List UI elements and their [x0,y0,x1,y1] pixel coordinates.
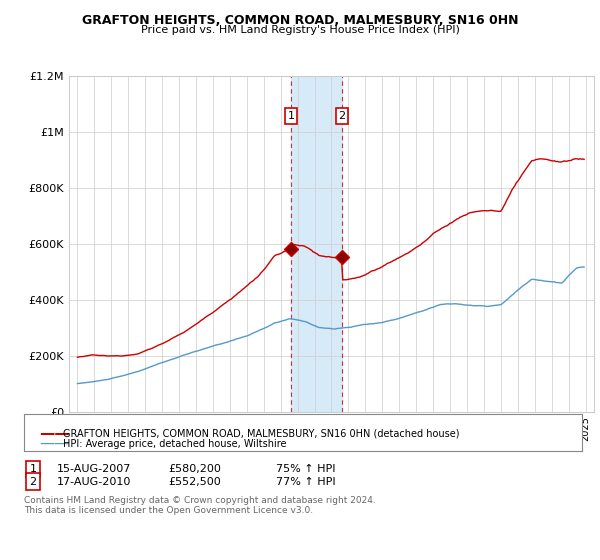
Text: 77% ↑ HPI: 77% ↑ HPI [276,477,335,487]
Text: Price paid vs. HM Land Registry's House Price Index (HPI): Price paid vs. HM Land Registry's House … [140,25,460,35]
Text: HPI: Average price, detached house, Wiltshire: HPI: Average price, detached house, Wilt… [63,438,287,449]
Text: 17-AUG-2010: 17-AUG-2010 [57,477,131,487]
Text: GRAFTON HEIGHTS, COMMON ROAD, MALMESBURY, SN16 0HN (detached house): GRAFTON HEIGHTS, COMMON ROAD, MALMESBURY… [63,428,460,438]
Text: 75% ↑ HPI: 75% ↑ HPI [276,464,335,474]
Text: £552,500: £552,500 [168,477,221,487]
Text: 1: 1 [29,464,37,474]
Text: ——: —— [39,426,70,441]
Text: 2: 2 [29,477,37,487]
Text: 1: 1 [287,111,295,121]
Text: Contains HM Land Registry data © Crown copyright and database right 2024.
This d: Contains HM Land Registry data © Crown c… [24,496,376,515]
Text: £580,200: £580,200 [168,464,221,474]
Text: 2: 2 [338,111,346,121]
Text: ——: —— [39,436,70,451]
Bar [291,76,342,412]
Text: GRAFTON HEIGHTS, COMMON ROAD, MALMESBURY, SN16 0HN: GRAFTON HEIGHTS, COMMON ROAD, MALMESBURY… [82,14,518,27]
Text: 15-AUG-2007: 15-AUG-2007 [57,464,131,474]
